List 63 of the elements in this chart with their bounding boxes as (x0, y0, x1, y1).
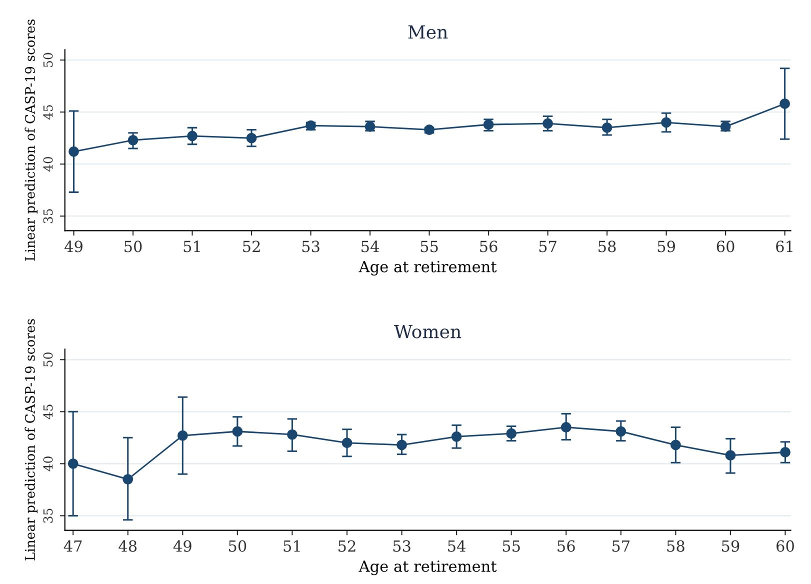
x-tick-label: 49 (173, 540, 192, 552)
x-tick-label: 50 (124, 240, 142, 252)
point (780, 447, 790, 458)
x-tick-label: 53 (393, 540, 410, 552)
x-tick-label: 58 (598, 240, 616, 252)
x-tick-label: 50 (229, 540, 246, 552)
x-tick-label: 55 (420, 240, 438, 252)
x-tick-label: 60 (776, 540, 794, 552)
x-tick-label: 52 (338, 540, 356, 552)
y-tick-label: 35 (43, 209, 53, 224)
point (616, 426, 626, 437)
x-tick-label: 59 (658, 240, 675, 252)
x-tick-label: 59 (722, 540, 740, 552)
point (232, 426, 243, 437)
point (246, 132, 257, 144)
y-tick-label: 50 (43, 52, 53, 67)
point (451, 431, 462, 442)
y-tick-label: 45 (43, 404, 53, 420)
point (177, 430, 188, 441)
point (560, 422, 572, 432)
x-tick-label: 57 (539, 240, 556, 252)
point (68, 458, 78, 469)
point (780, 98, 790, 109)
x-tick-label: 61 (776, 240, 792, 252)
chart-title: Men (408, 25, 448, 39)
x-tick-label: 54 (362, 240, 379, 252)
point (506, 428, 517, 439)
y-tick-label: 50 (43, 352, 53, 367)
x-tick-label: 51 (284, 540, 300, 552)
point (187, 130, 198, 142)
point (602, 122, 612, 133)
y-axis-title: Linear prediction of CASP-19 scores (24, 319, 38, 560)
x-tick-label: 60 (716, 240, 734, 252)
x-tick-label: 49 (64, 240, 82, 252)
x-tick-label: 47 (64, 540, 82, 552)
x-tick-label: 58 (667, 540, 684, 552)
x-tick-label: 56 (480, 240, 498, 252)
point (68, 146, 79, 157)
point (725, 450, 736, 461)
x-tick-label: 55 (502, 540, 520, 552)
x-axis-title: Age at retirement (358, 560, 497, 576)
x-tick-label: 52 (243, 240, 260, 252)
x-tick-label: 53 (302, 240, 320, 252)
y-axis-title: Linear prediction of CASP-19 scores (24, 19, 38, 261)
chart-title: Women (394, 324, 462, 338)
point (122, 474, 134, 484)
point (396, 440, 407, 450)
y-tick-label: 45 (43, 105, 53, 120)
y-tick-label: 40 (43, 156, 53, 172)
point (542, 118, 553, 129)
point (670, 440, 681, 450)
point (661, 117, 672, 128)
x-tick-label: 57 (612, 540, 630, 552)
x-tick-label: 54 (448, 540, 466, 552)
y-tick-label: 35 (43, 508, 53, 523)
x-tick-label: 51 (184, 240, 200, 252)
x-tick-label: 56 (558, 540, 575, 552)
x-axis-title: Age at retirement (358, 260, 497, 276)
point (342, 438, 352, 448)
point (128, 134, 138, 146)
y-tick-label: 40 (43, 456, 53, 472)
point (287, 429, 298, 440)
x-tick-label: 48 (118, 540, 137, 552)
